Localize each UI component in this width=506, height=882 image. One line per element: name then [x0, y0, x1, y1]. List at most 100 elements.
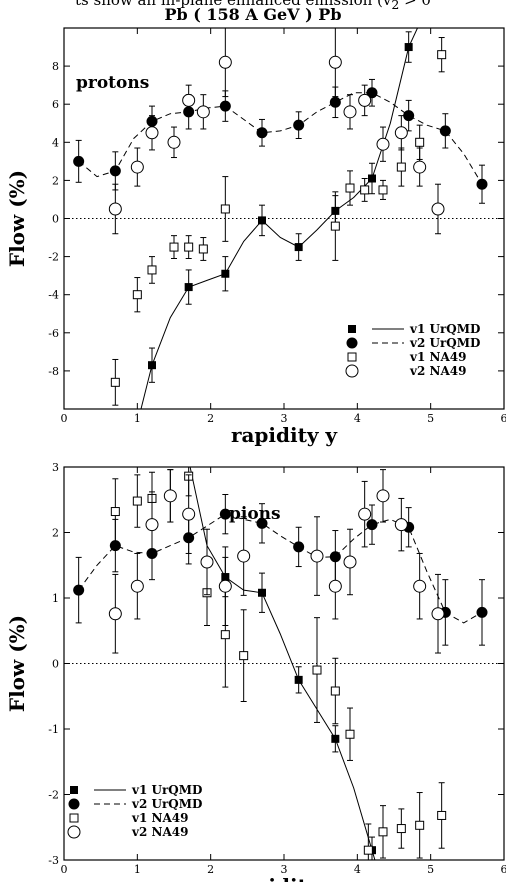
data-point [132, 496, 142, 506]
legend-entry: v2 UrQMD [131, 797, 202, 811]
data-point [220, 630, 230, 640]
data-point [109, 540, 121, 552]
data-point [258, 216, 266, 225]
data-point [331, 734, 340, 743]
data-point [182, 507, 196, 521]
protons-panel: 0 1 2 3 4 5 6 -8 -6 -4 -2 0 2 4 6 8 protons rapidity y Flo… [5, 27, 506, 447]
data-point [329, 96, 341, 108]
x-tick-label: 5 [427, 863, 434, 876]
series-curve [189, 467, 376, 860]
data-point [294, 675, 303, 684]
data-point [415, 820, 425, 830]
data-point [431, 202, 445, 216]
data-point [239, 651, 249, 661]
x-tick-label: 0 [61, 412, 68, 425]
data-point [312, 665, 322, 675]
data-point [378, 827, 388, 837]
series-curve [78, 513, 483, 624]
data-point [396, 162, 406, 172]
data-point [368, 174, 376, 183]
data-point [360, 185, 370, 195]
x-tick-label: 0 [61, 863, 68, 876]
data-point [394, 126, 408, 140]
data-point [163, 489, 177, 503]
x-tick-label: 4 [354, 412, 361, 425]
data-point [184, 283, 193, 292]
data-point [221, 269, 230, 278]
data-point [345, 729, 355, 739]
legend-entry: v1 NA49 [409, 350, 466, 364]
figure-title: Pb ( 158 A GeV ) Pb [164, 5, 342, 24]
data-point [108, 202, 122, 216]
data-point [394, 518, 408, 532]
data-point [184, 242, 194, 252]
data-point [130, 579, 144, 593]
data-point [378, 185, 388, 195]
x-tick-label: 2 [207, 412, 214, 425]
series-curve [78, 92, 483, 185]
plot-frame [63, 27, 505, 410]
data-point [476, 178, 488, 190]
data-point [376, 137, 390, 151]
legend-marker [68, 798, 80, 810]
y-tick-label: 8 [52, 60, 59, 73]
data-point [196, 105, 210, 119]
data-point [218, 55, 232, 69]
data-point [310, 549, 324, 563]
legend-marker [67, 825, 81, 839]
data-point [437, 50, 447, 60]
data-point [396, 824, 406, 834]
data-point [366, 519, 378, 531]
data-point [403, 110, 415, 122]
y-tick-label: -1 [48, 723, 59, 736]
data-point [110, 377, 120, 387]
data-point [145, 126, 159, 140]
y-tick-label: -2 [48, 789, 59, 802]
panel-label: protons [76, 73, 149, 93]
x-tick-label: 6 [501, 863, 506, 876]
data-point [294, 243, 303, 252]
data-point [363, 845, 373, 855]
x-tick-label: 3 [281, 863, 288, 876]
data-point [330, 686, 340, 696]
x-tick-label: 5 [427, 412, 434, 425]
plot-area [73, 467, 488, 860]
panel-label: pions [229, 504, 281, 524]
data-point [293, 119, 305, 131]
header-text-partial: ts show an in-plane enhanced emission (v… [75, 0, 431, 12]
data-point [439, 125, 451, 137]
series-curve [140, 28, 418, 409]
data-point [73, 584, 85, 596]
data-point [219, 508, 231, 520]
data-point [148, 361, 156, 370]
x-tick-label: 4 [354, 863, 361, 876]
data-point [328, 55, 342, 69]
data-point [415, 137, 425, 147]
data-point [132, 290, 142, 300]
data-point [167, 135, 181, 149]
legend-entry: v2 UrQMD [409, 336, 480, 350]
legend-entry: v1 NA49 [131, 811, 188, 825]
data-point [345, 183, 355, 193]
y-tick-label: -4 [48, 289, 59, 302]
y-axis-label: Flow (%) [5, 615, 29, 712]
y-tick-label: 0 [52, 658, 59, 671]
data-point [343, 555, 357, 569]
data-point [198, 244, 208, 254]
data-point [108, 607, 122, 621]
data-point [258, 588, 266, 597]
data-point [110, 507, 120, 517]
data-point [237, 549, 251, 563]
y-tick-label: 2 [52, 174, 59, 187]
data-point [73, 155, 85, 167]
data-point [130, 160, 144, 174]
data-point [109, 165, 121, 177]
data-point [343, 105, 357, 119]
data-point [169, 242, 179, 252]
data-point [218, 579, 232, 593]
legend-entry: v2 NA49 [409, 364, 466, 378]
legend-marker [345, 364, 359, 378]
x-tick-label: 1 [134, 863, 141, 876]
y-tick-label: -3 [48, 854, 59, 867]
